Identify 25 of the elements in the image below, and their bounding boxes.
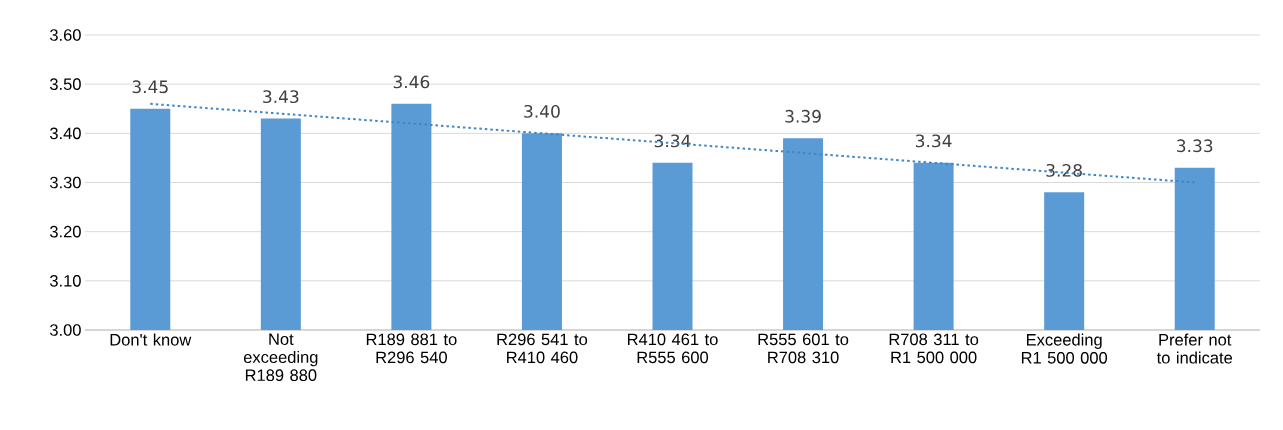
- y-tick-label: 3.20: [49, 225, 81, 238]
- y-tick-label: 3.50: [49, 78, 81, 91]
- data-label: 3.28: [1046, 163, 1082, 177]
- y-tick-label: 3.40: [49, 127, 81, 140]
- x-tick-label: R410 461 to R555 600: [627, 333, 718, 364]
- data-label: 3.46: [393, 75, 430, 89]
- y-tick-label: 3.30: [49, 176, 81, 189]
- y-tick-label: 3.00: [49, 324, 81, 336]
- data-label: 3.34: [654, 134, 691, 148]
- y-tick-label: 3.60: [49, 29, 81, 41]
- x-tick-label: R708 311 to R1 500 000: [889, 333, 979, 364]
- data-label: 3.33: [1177, 139, 1213, 153]
- data-label: 3.34: [915, 134, 952, 148]
- x-tick-label: Not exceeding R189 880: [243, 333, 318, 382]
- data-label: 3.39: [785, 109, 821, 123]
- x-tick-label: R189 881 to R296 540: [366, 333, 457, 364]
- x-tick-label: R296 541 to R410 460: [497, 333, 588, 364]
- x-tick-label: Prefer not to indicate: [1156, 333, 1233, 364]
- data-label: 3.45: [132, 80, 168, 94]
- x-tick-label: Don't know: [110, 333, 192, 346]
- x-tick-label: R555 601 to R708 310: [758, 333, 849, 364]
- y-tick-label: 3.10: [49, 275, 81, 287]
- data-label: 3.40: [524, 104, 560, 118]
- x-tick-label: Exceeding R1 500 000: [1021, 333, 1108, 364]
- data-label: 3.43: [263, 90, 299, 104]
